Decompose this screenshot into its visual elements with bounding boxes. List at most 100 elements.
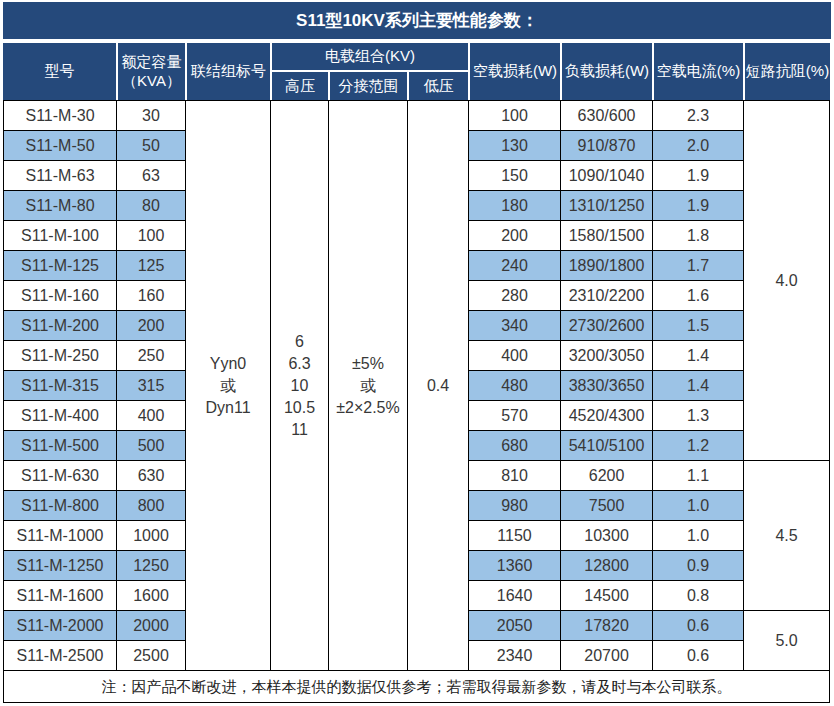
model-cell: S11-M-630 <box>3 460 116 490</box>
impedance-cell: 4.0 <box>743 100 830 460</box>
no-load-current-cell: 1.9 <box>652 160 743 190</box>
model-cell: S11-M-315 <box>3 370 116 400</box>
no-load-current-cell: 0.8 <box>652 580 743 610</box>
capacity-cell: 30 <box>116 100 185 130</box>
footnote: 注：因产品不断改进，本样本提供的数据仅供参考；若需取得最新参数，请及时与本公司联… <box>3 670 830 703</box>
load-loss-cell: 7500 <box>560 490 652 520</box>
no-load-current-cell: 0.9 <box>652 550 743 580</box>
col-header-load-loss: 负载损耗(W) <box>560 43 652 100</box>
capacity-cell: 500 <box>116 430 185 460</box>
no-load-loss-cell: 680 <box>468 430 560 460</box>
no-load-current-cell: 1.3 <box>652 400 743 430</box>
capacity-cell: 80 <box>116 190 185 220</box>
load-loss-cell: 5410/5100 <box>560 430 652 460</box>
no-load-current-cell: 1.6 <box>652 280 743 310</box>
col-header-tap-range: 分接范围 <box>328 70 407 100</box>
no-load-current-cell: 1.1 <box>652 460 743 490</box>
model-cell: S11-M-100 <box>3 220 116 250</box>
lv-value-cell: 0.4 <box>407 100 468 670</box>
no-load-loss-cell: 810 <box>468 460 560 490</box>
load-loss-cell: 3830/3650 <box>560 370 652 400</box>
no-load-loss-cell: 280 <box>468 280 560 310</box>
model-cell: S11-M-160 <box>3 280 116 310</box>
model-cell: S11-M-200 <box>3 310 116 340</box>
table-header: 型号 额定容量 （KVA） 联结组标号 电载组合(KV) 空载损耗(W) 负载损… <box>3 43 830 100</box>
col-header-impedance: 短路抗阻(%) <box>743 43 830 100</box>
no-load-current-cell: 1.4 <box>652 340 743 370</box>
tap-range-cell: ±5%或±2×2.5% <box>328 100 407 670</box>
no-load-loss-cell: 980 <box>468 490 560 520</box>
table-body: S11-M-3030Yyn0或Dyn1166.31010.511±5%或±2×2… <box>3 100 830 670</box>
load-loss-cell: 20700 <box>560 640 652 670</box>
no-load-current-cell: 2.3 <box>652 100 743 130</box>
connection-group-cell: Yyn0或Dyn11 <box>185 100 270 670</box>
capacity-cell: 250 <box>116 340 185 370</box>
no-load-current-cell: 1.7 <box>652 250 743 280</box>
no-load-loss-cell: 1640 <box>468 580 560 610</box>
no-load-loss-cell: 2340 <box>468 640 560 670</box>
capacity-cell: 100 <box>116 220 185 250</box>
no-load-current-cell: 0.6 <box>652 640 743 670</box>
capacity-cell: 400 <box>116 400 185 430</box>
load-loss-cell: 2310/2200 <box>560 280 652 310</box>
capacity-cell: 125 <box>116 250 185 280</box>
load-loss-cell: 1890/1800 <box>560 250 652 280</box>
model-cell: S11-M-63 <box>3 160 116 190</box>
model-cell: S11-M-80 <box>3 190 116 220</box>
model-cell: S11-M-500 <box>3 430 116 460</box>
capacity-cell: 1600 <box>116 580 185 610</box>
spec-sheet: S11型10KV系列主要性能参数： 型号 额定容量 （KVA） 联结组标号 电载… <box>0 0 834 703</box>
col-header-capacity: 额定容量 （KVA） <box>116 43 185 100</box>
load-loss-cell: 1580/1500 <box>560 220 652 250</box>
no-load-loss-cell: 340 <box>468 310 560 340</box>
load-loss-cell: 4520/4300 <box>560 400 652 430</box>
spec-table: 型号 额定容量 （KVA） 联结组标号 电载组合(KV) 空载损耗(W) 负载损… <box>3 43 830 670</box>
model-cell: S11-M-30 <box>3 100 116 130</box>
impedance-cell: 4.5 <box>743 460 830 610</box>
no-load-loss-cell: 240 <box>468 250 560 280</box>
model-cell: S11-M-250 <box>3 340 116 370</box>
no-load-loss-cell: 130 <box>468 130 560 160</box>
capacity-cell: 2500 <box>116 640 185 670</box>
no-load-loss-cell: 1150 <box>468 520 560 550</box>
no-load-loss-cell: 1360 <box>468 550 560 580</box>
capacity-cell: 800 <box>116 490 185 520</box>
model-cell: S11-M-1250 <box>3 550 116 580</box>
col-header-load-combo: 电载组合(KV) <box>270 43 468 70</box>
model-cell: S11-M-1600 <box>3 580 116 610</box>
no-load-current-cell: 1.9 <box>652 190 743 220</box>
model-cell: S11-M-400 <box>3 400 116 430</box>
col-header-no-load-current: 空载电流(%) <box>652 43 743 100</box>
page-title: S11型10KV系列主要性能参数： <box>3 2 831 39</box>
capacity-header-line1: 额定容量 <box>118 53 185 72</box>
capacity-cell: 630 <box>116 460 185 490</box>
col-header-no-load-loss: 空载损耗(W) <box>468 43 560 100</box>
no-load-current-cell: 1.0 <box>652 520 743 550</box>
load-loss-cell: 3200/3050 <box>560 340 652 370</box>
capacity-cell: 200 <box>116 310 185 340</box>
capacity-cell: 1250 <box>116 550 185 580</box>
col-header-hv: 高压 <box>270 70 328 100</box>
load-loss-cell: 1090/1040 <box>560 160 652 190</box>
model-cell: S11-M-125 <box>3 250 116 280</box>
model-cell: S11-M-2500 <box>3 640 116 670</box>
impedance-cell: 5.0 <box>743 610 830 670</box>
load-loss-cell: 17820 <box>560 610 652 640</box>
load-loss-cell: 1310/1250 <box>560 190 652 220</box>
capacity-cell: 1000 <box>116 520 185 550</box>
load-loss-cell: 6200 <box>560 460 652 490</box>
model-cell: S11-M-2000 <box>3 610 116 640</box>
model-cell: S11-M-50 <box>3 130 116 160</box>
load-loss-cell: 12800 <box>560 550 652 580</box>
capacity-cell: 160 <box>116 280 185 310</box>
no-load-current-cell: 2.0 <box>652 130 743 160</box>
no-load-loss-cell: 100 <box>468 100 560 130</box>
no-load-current-cell: 1.8 <box>652 220 743 250</box>
capacity-cell: 63 <box>116 160 185 190</box>
load-loss-cell: 14500 <box>560 580 652 610</box>
model-cell: S11-M-800 <box>3 490 116 520</box>
load-loss-cell: 2730/2600 <box>560 310 652 340</box>
capacity-cell: 2000 <box>116 610 185 640</box>
no-load-current-cell: 1.4 <box>652 370 743 400</box>
capacity-header-line2: （KVA） <box>118 72 185 91</box>
